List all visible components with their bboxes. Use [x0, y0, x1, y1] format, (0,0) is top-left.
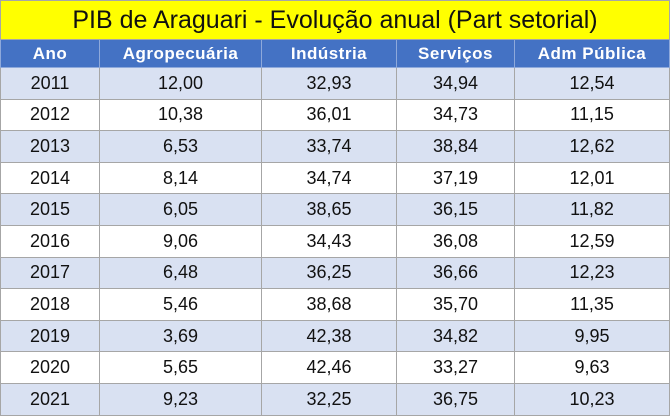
value-cell: 6,05: [100, 194, 262, 226]
table-body: Ano Agropecuária Indústria Serviços Adm Públ…: [0, 40, 670, 416]
value-cell: 32,25: [262, 383, 397, 416]
year-cell: 2014: [0, 162, 100, 195]
data-row: 2012 10,38 36,01 34,73 11,15: [0, 99, 670, 132]
value-cell: 8,14: [100, 162, 262, 195]
value-cell: 12,00: [100, 68, 262, 100]
year-cell: 2013: [0, 131, 100, 163]
value-cell: 10,23: [515, 383, 670, 416]
value-cell: 9,06: [100, 225, 262, 258]
year-cell: 2015: [0, 194, 100, 226]
data-row: 2014 8,14 34,74 37,19 12,01: [0, 162, 670, 195]
data-row: 2019 3,69 42,38 34,82 9,95: [0, 320, 670, 353]
year-cell: 2011: [0, 68, 100, 100]
value-cell: 6,48: [100, 257, 262, 290]
value-cell: 38,68: [262, 289, 397, 321]
year-cell: 2018: [0, 289, 100, 321]
value-cell: 42,38: [262, 320, 397, 353]
value-cell: 33,27: [397, 352, 515, 384]
header-row: Ano Agropecuária Indústria Serviços Adm Públ…: [0, 40, 670, 68]
value-cell: 12,23: [515, 257, 670, 290]
year-cell: 2012: [0, 99, 100, 132]
value-cell: 36,08: [397, 225, 515, 258]
value-cell: 35,70: [397, 289, 515, 321]
data-row: 2017 6,48 36,25 36,66 12,23: [0, 257, 670, 290]
value-cell: 34,43: [262, 225, 397, 258]
value-cell: 10,38: [100, 99, 262, 132]
value-cell: 12,62: [515, 131, 670, 163]
value-cell: 12,54: [515, 68, 670, 100]
value-cell: 5,46: [100, 289, 262, 321]
header-cell: Adm Pública: [515, 40, 670, 68]
data-row: 2018 5,46 38,68 35,70 11,35: [0, 289, 670, 321]
value-cell: 11,82: [515, 194, 670, 226]
value-cell: 3,69: [100, 320, 262, 353]
value-cell: 36,25: [262, 257, 397, 290]
value-cell: 38,84: [397, 131, 515, 163]
value-cell: 11,15: [515, 99, 670, 132]
header-cell: Ano: [0, 40, 100, 68]
value-cell: 36,01: [262, 99, 397, 132]
value-cell: 12,59: [515, 225, 670, 258]
header-cell: Agropecuária: [100, 40, 262, 68]
value-cell: 9,63: [515, 352, 670, 384]
value-cell: 11,35: [515, 289, 670, 321]
value-cell: 36,15: [397, 194, 515, 226]
value-cell: 33,74: [262, 131, 397, 163]
value-cell: 42,46: [262, 352, 397, 384]
data-row: 2020 5,65 42,46 33,27 9,63: [0, 352, 670, 384]
value-cell: 32,93: [262, 68, 397, 100]
data-row: 2016 9,06 34,43 36,08 12,59: [0, 225, 670, 258]
table-title: PIB de Araguari - Evolução anual (Part s…: [0, 0, 670, 40]
value-cell: 34,73: [397, 99, 515, 132]
value-cell: 34,74: [262, 162, 397, 195]
data-row: 2015 6,05 38,65 36,15 11,82: [0, 194, 670, 226]
year-cell: 2016: [0, 225, 100, 258]
value-cell: 34,82: [397, 320, 515, 353]
value-cell: 5,65: [100, 352, 262, 384]
data-row: 2011 12,00 32,93 34,94 12,54: [0, 68, 670, 100]
data-row: 2013 6,53 33,74 38,84 12,62: [0, 131, 670, 163]
data-row: 2021 9,23 32,25 36,75 10,23: [0, 383, 670, 416]
value-cell: 12,01: [515, 162, 670, 195]
value-cell: 36,66: [397, 257, 515, 290]
value-cell: 36,75: [397, 383, 515, 416]
year-cell: 2021: [0, 383, 100, 416]
year-cell: 2020: [0, 352, 100, 384]
value-cell: 9,95: [515, 320, 670, 353]
value-cell: 38,65: [262, 194, 397, 226]
header-cell: Serviços: [397, 40, 515, 68]
value-cell: 37,19: [397, 162, 515, 195]
year-cell: 2019: [0, 320, 100, 353]
value-cell: 34,94: [397, 68, 515, 100]
value-cell: 9,23: [100, 383, 262, 416]
year-cell: 2017: [0, 257, 100, 290]
value-cell: 6,53: [100, 131, 262, 163]
header-cell: Indústria: [262, 40, 397, 68]
